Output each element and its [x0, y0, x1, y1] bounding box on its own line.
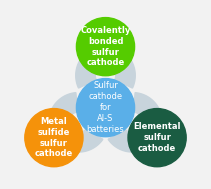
- Polygon shape: [49, 93, 103, 152]
- Circle shape: [76, 18, 135, 76]
- Text: Covalently
bonded
sulfur
cathode: Covalently bonded sulfur cathode: [80, 26, 131, 67]
- Circle shape: [25, 108, 83, 167]
- Polygon shape: [76, 46, 135, 88]
- Text: Elemental
sulfur
cathode: Elemental sulfur cathode: [133, 122, 181, 153]
- Polygon shape: [93, 94, 118, 119]
- Polygon shape: [102, 85, 109, 96]
- Text: Sulfur
cathode
for
Al-S
batteries: Sulfur cathode for Al-S batteries: [87, 81, 124, 134]
- Polygon shape: [99, 101, 112, 113]
- Polygon shape: [114, 110, 126, 121]
- Polygon shape: [85, 110, 97, 121]
- Circle shape: [76, 79, 135, 137]
- Polygon shape: [108, 93, 162, 152]
- Circle shape: [128, 108, 186, 167]
- Text: Metal
sulfide
sulfur
cathode: Metal sulfide sulfur cathode: [35, 117, 73, 158]
